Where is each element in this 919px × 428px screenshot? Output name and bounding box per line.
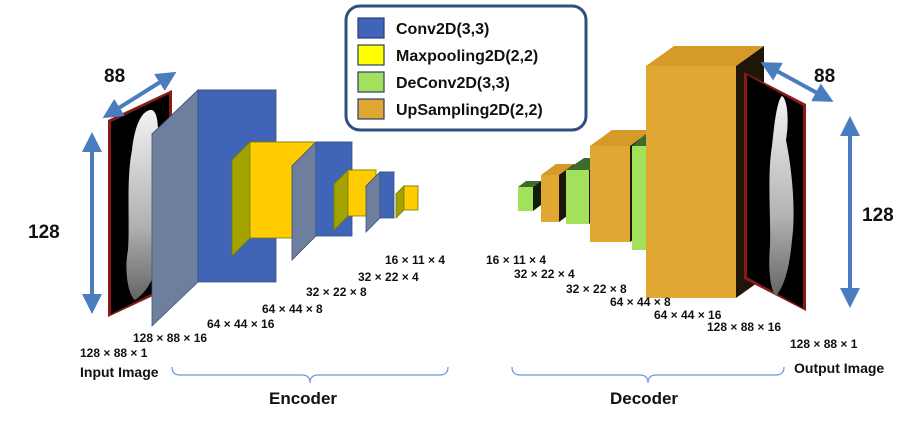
decoder-dim-3: 32 × 22 × 8 [566, 282, 627, 296]
encoder-bracket [171, 366, 449, 384]
encoder-title: Encoder [269, 389, 337, 408]
legend-item-deconv: DeConv2D(3,3) [357, 71, 510, 93]
encoder-dim-3: 64 × 44 × 8 [262, 302, 323, 316]
output-height-label: 128 [862, 205, 894, 226]
legend: Conv2D(3,3) Maxpooling2D(2,2) DeConv2D(3… [344, 4, 588, 132]
encoder-dim-4: 32 × 22 × 8 [306, 285, 367, 299]
legend-swatch-upsampling [357, 98, 385, 120]
output-image [744, 72, 806, 311]
legend-swatch-maxpool [357, 44, 385, 66]
legend-item-conv: Conv2D(3,3) [357, 17, 489, 39]
decoder-dim-5: 64 × 44 × 16 [654, 308, 722, 322]
decoder-dim-4: 64 × 44 × 8 [610, 295, 671, 309]
encoder-dim-5: 32 × 22 × 4 [358, 270, 419, 284]
input-shape-label: 128 × 88 × 1 [80, 346, 148, 360]
output-width-arrow [760, 62, 834, 102]
legend-label-deconv: DeConv2D(3,3) [396, 75, 510, 92]
encoder-conv-block-3 [365, 171, 395, 233]
output-silhouette [769, 96, 794, 296]
legend-box [344, 4, 588, 132]
legend-item-maxpool: Maxpooling2D(2,2) [357, 44, 538, 66]
decoder-bracket [511, 366, 785, 384]
decoder-dim-2: 32 × 22 × 4 [514, 267, 575, 281]
output-width-label: 88 [814, 66, 835, 87]
decoder-dim-6: 128 × 88 × 16 [707, 320, 781, 334]
encoder-dim-2: 64 × 44 × 16 [207, 317, 275, 331]
output-shape-label: 128 × 88 × 1 [790, 337, 858, 351]
decoder-dim-1: 16 × 11 × 4 [486, 253, 546, 267]
encoder-pool-block-3 [395, 185, 419, 219]
input-width-label: 88 [104, 66, 125, 87]
decoder-title: Decoder [610, 389, 678, 408]
decoder-deconv-block-1 [518, 181, 541, 211]
legend-swatch-conv [357, 17, 385, 39]
legend-swatch-deconv [357, 71, 385, 93]
input-width-arrow [102, 71, 177, 119]
encoder-dim-6: 16 × 11 × 4 [385, 253, 445, 267]
input-caption: Input Image [80, 364, 159, 380]
legend-label-upsampling: UpSampling2D(2,2) [396, 102, 543, 119]
output-caption: Output Image [794, 360, 884, 376]
legend-label-conv: Conv2D(3,3) [396, 21, 489, 38]
legend-label-maxpool: Maxpooling2D(2,2) [396, 48, 538, 65]
encoder-dim-1: 128 × 88 × 16 [133, 331, 207, 345]
encoder-blocks [151, 89, 419, 327]
decoder-blocks [518, 46, 764, 298]
input-height-label: 128 [28, 222, 60, 243]
legend-item-upsampling: UpSampling2D(2,2) [357, 98, 543, 120]
